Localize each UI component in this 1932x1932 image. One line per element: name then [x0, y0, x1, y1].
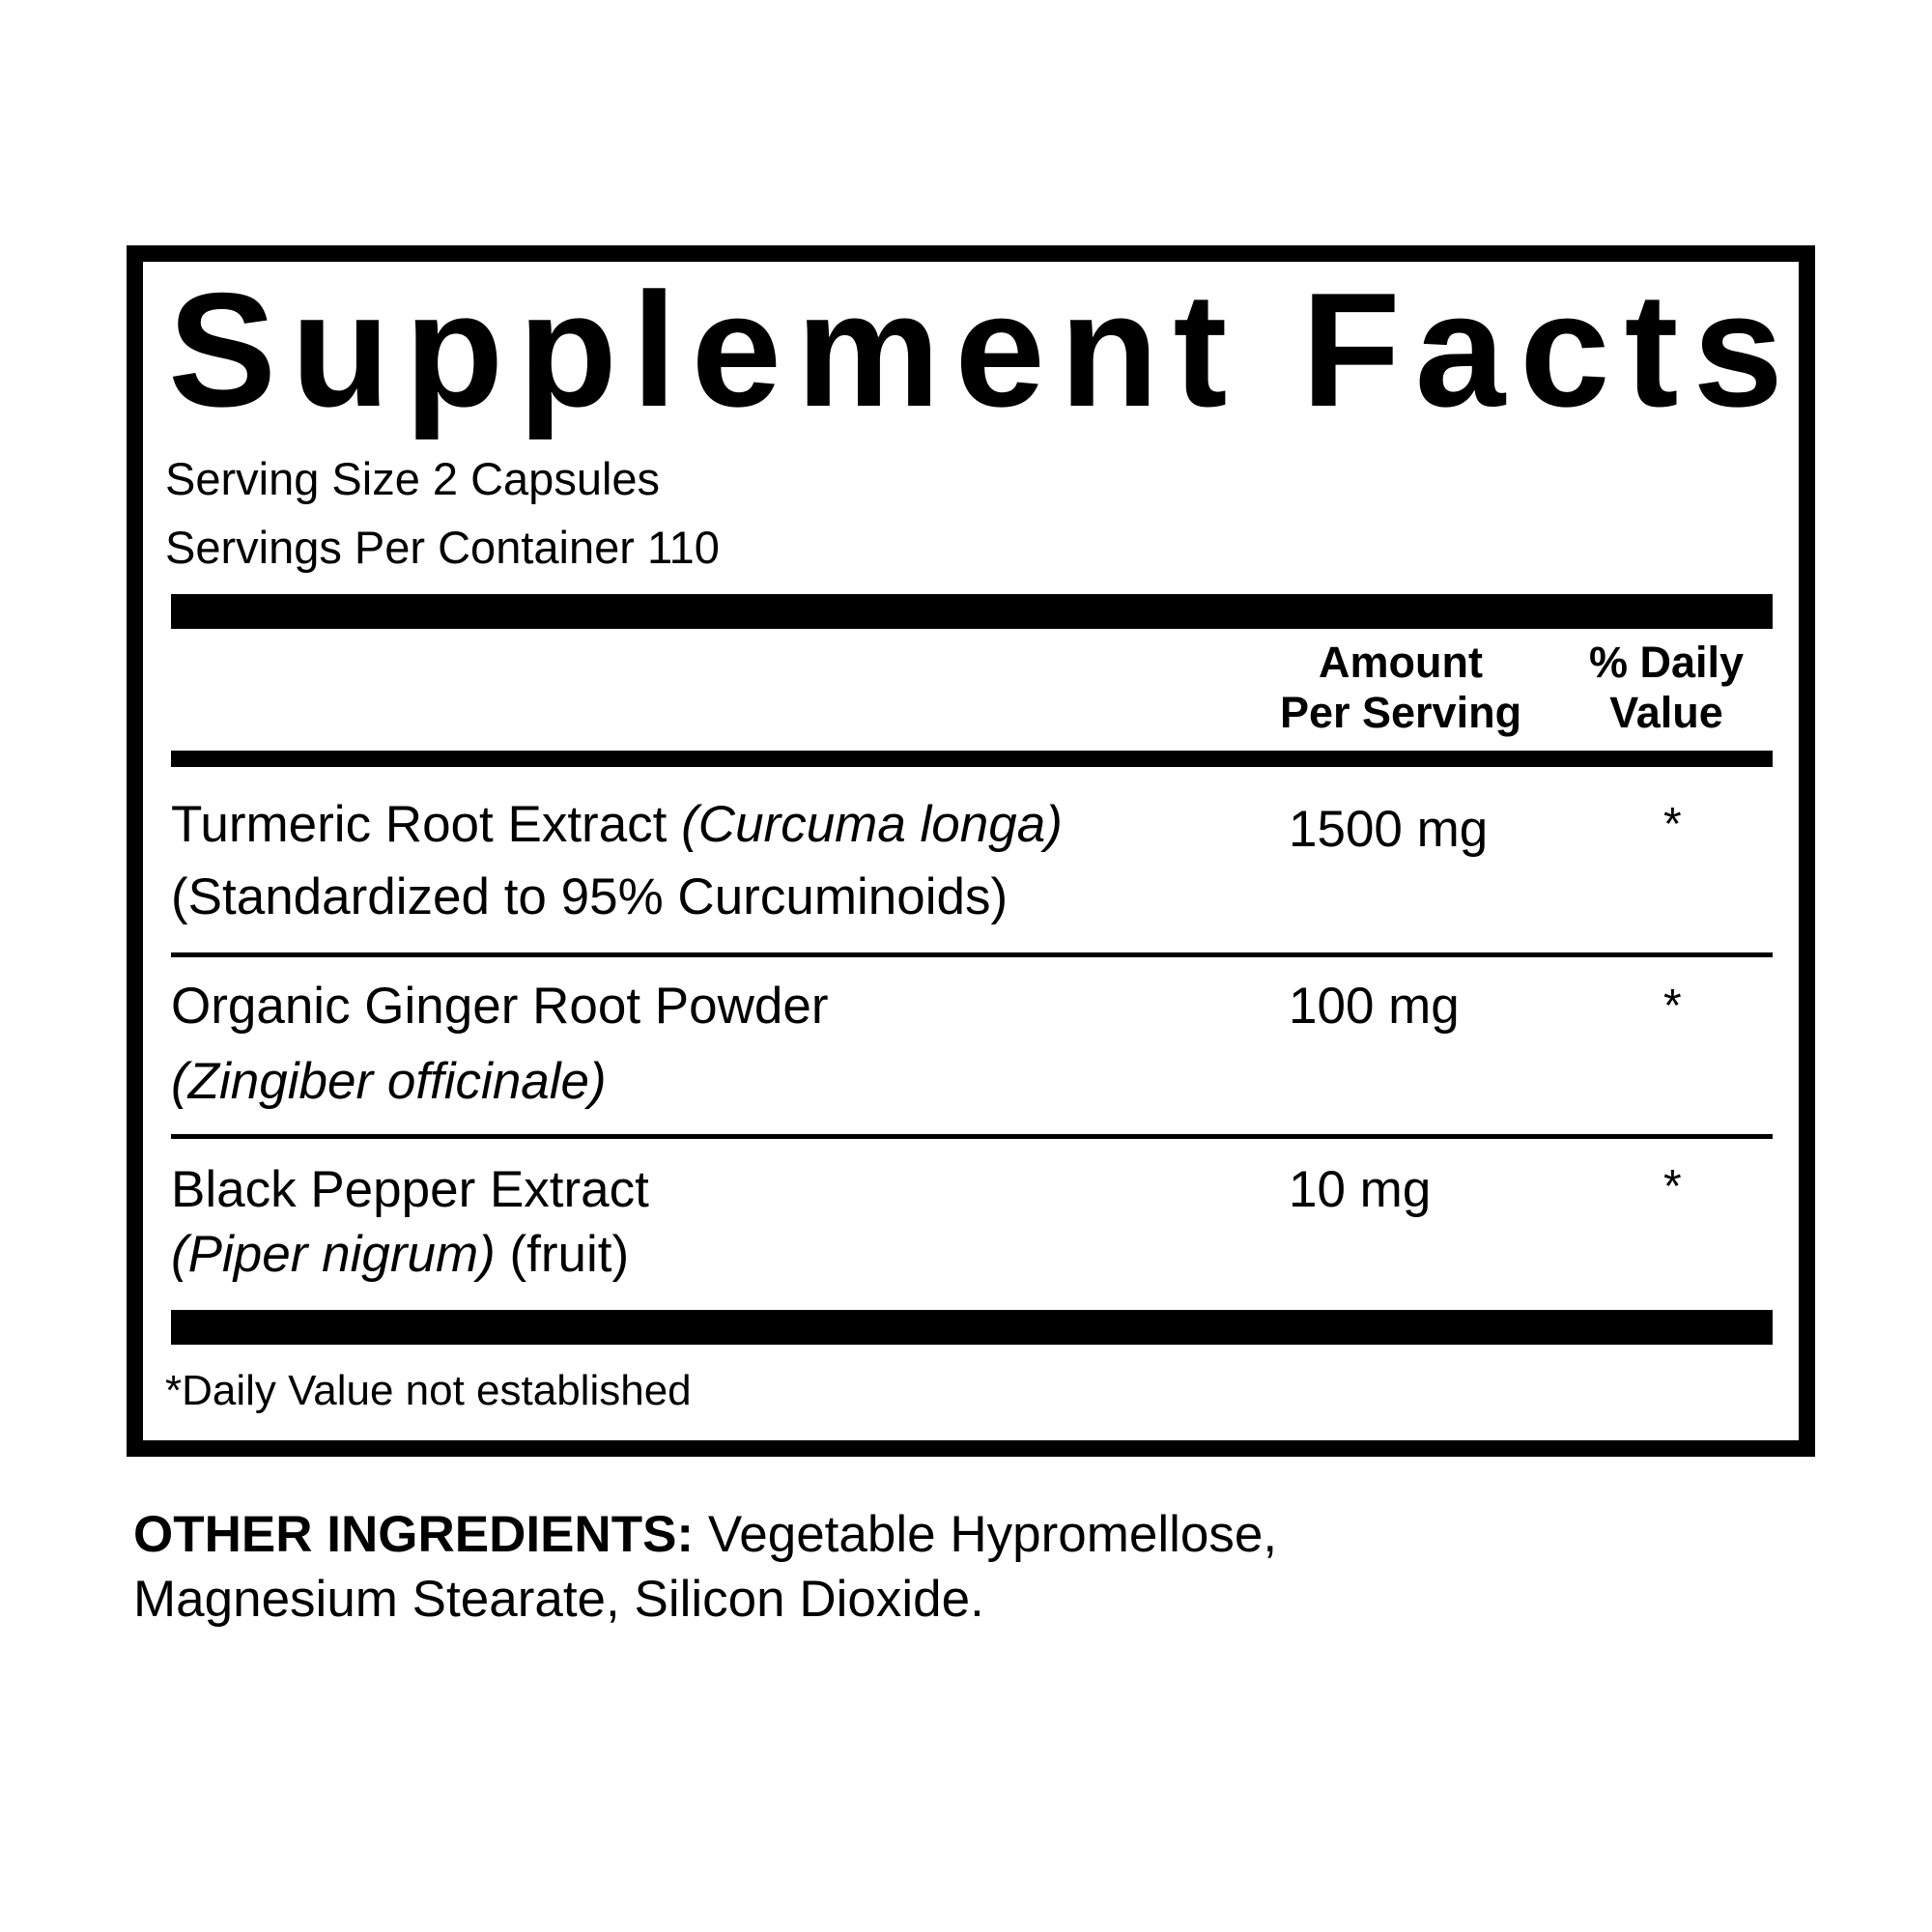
ingredient-detail: (Standardized to 95% Curcuminoids)	[171, 868, 1009, 925]
thin-divider	[171, 1134, 1773, 1139]
serving-size: Serving Size 2 Capsules	[165, 453, 661, 504]
medium-divider	[171, 751, 1773, 767]
ingredient-latin: (Zingiber officinale)	[171, 1053, 607, 1110]
ingredient-dv: *	[1663, 1161, 1682, 1212]
servings-per-container: Servings Per Container 110	[165, 522, 720, 573]
header-line: Value	[1609, 688, 1723, 737]
header-line: % Daily	[1588, 638, 1745, 687]
panel-title: Supplement Facts	[168, 259, 1798, 440]
ingredient-latin: (Curcuma longa)	[681, 796, 1063, 853]
supplement-facts-panel	[127, 245, 1815, 1457]
ingredient-name: Organic Ginger Root Powder	[171, 978, 829, 1035]
ingredient-dv: *	[1663, 799, 1682, 850]
ingredient-label: Turmeric Root Extract	[171, 796, 668, 853]
ingredient-latin-line: (Piper nigrum) (fruit)	[171, 1229, 629, 1280]
thick-divider	[171, 1310, 1773, 1345]
ingredient-name: Turmeric Root Extract (Curcuma longa)	[171, 799, 1063, 850]
ingredient-latin: (Piper nigrum)	[171, 1226, 496, 1283]
other-ingredients-line1: OTHER INGREDIENTS: Vegetable Hypromellos…	[133, 1509, 1277, 1560]
other-ingredients-text: Vegetable Hypromellose,	[707, 1506, 1278, 1563]
ingredient-amount: 1500 mg	[1289, 801, 1489, 858]
ingredient-amount: 10 mg	[1289, 1161, 1432, 1218]
footnote: *Daily Value not established	[165, 1367, 692, 1414]
other-ingredients-line2: Magnesium Stearate, Silicon Dioxide.	[133, 1571, 984, 1628]
amount-per-serving-header: Amount Per Serving	[1246, 638, 1555, 738]
ingredient-dv: *	[1663, 980, 1682, 1032]
header-line: Amount	[1319, 638, 1483, 687]
thin-divider	[171, 952, 1773, 957]
ingredient-amount: 100 mg	[1289, 978, 1460, 1035]
ingredient-name: Black Pepper Extract	[171, 1161, 649, 1218]
header-line: Per Serving	[1279, 688, 1522, 737]
other-ingredients-label: OTHER INGREDIENTS:	[133, 1506, 695, 1563]
daily-value-header: % Daily Value	[1555, 638, 1777, 738]
ingredient-detail: (fruit)	[509, 1226, 630, 1283]
thick-divider	[171, 594, 1773, 629]
